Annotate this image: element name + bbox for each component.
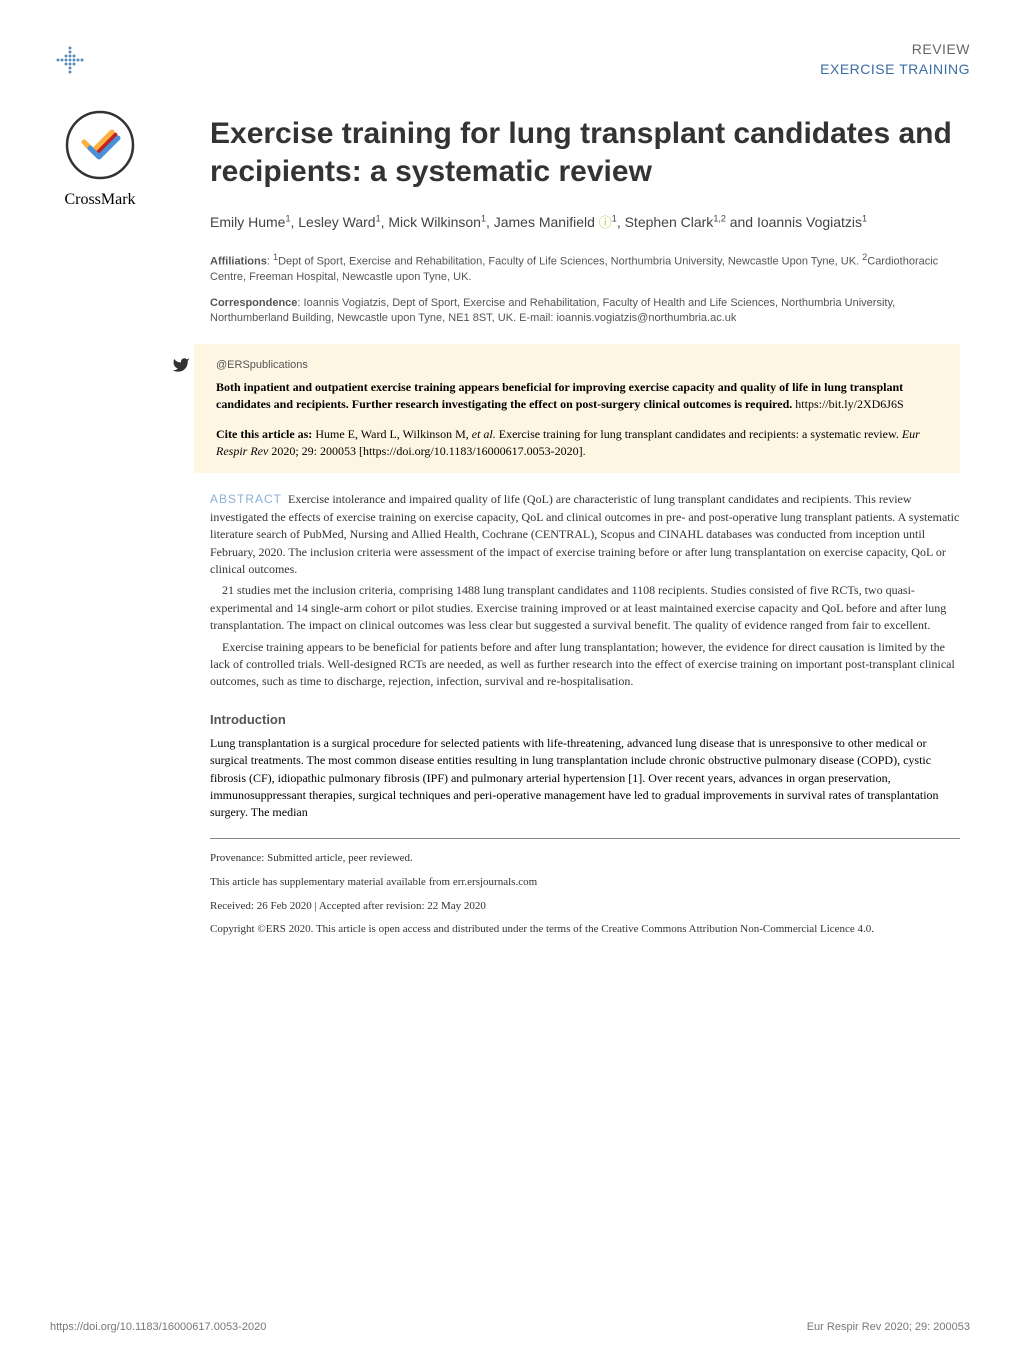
abstract: ABSTRACT Exercise intolerance and impair… <box>210 491 960 690</box>
crossmark-icon <box>65 110 135 180</box>
page-header: REVIEW EXERCISE TRAINING <box>50 40 970 80</box>
cite-as: Cite this article as: Hume E, Ward L, Wi… <box>216 426 944 460</box>
correspondence: Correspondence: Ioannis Vogiatzis, Dept … <box>210 296 960 326</box>
abstract-p2: 21 studies met the inclusion criteria, c… <box>210 582 960 634</box>
footnote-dates: Received: 26 Feb 2020 | Accepted after r… <box>210 899 960 914</box>
intro-body: Lung transplantation is a surgical proce… <box>210 735 960 822</box>
twitter-icon <box>172 356 190 381</box>
abstract-label: ABSTRACT <box>210 492 282 506</box>
authors-line: Emily Hume1, Lesley Ward1, Mick Wilkinso… <box>210 212 960 233</box>
tweet-summary: Both inpatient and outpatient exercise t… <box>216 379 944 411</box>
abstract-p1: Exercise intolerance and impaired qualit… <box>210 492 959 576</box>
crossmark-badge[interactable]: CrossMark <box>50 110 150 211</box>
footnote-copyright: Copyright ©ERS 2020. This article is ope… <box>210 922 960 937</box>
footer-journal-ref: Eur Respir Rev 2020; 29: 200053 <box>807 1320 970 1335</box>
article-title: Exercise training for lung transplant ca… <box>210 115 960 190</box>
intro-heading: Introduction <box>210 711 960 729</box>
ers-handle: @ERSpublications <box>216 358 944 373</box>
crossmark-label: CrossMark <box>50 189 150 211</box>
footnote-supplementary: This article has supplementary material … <box>210 875 960 890</box>
abstract-p3: Exercise training appears to be benefici… <box>210 639 960 691</box>
header-topic: EXERCISE TRAINING <box>820 60 970 80</box>
main-content: Exercise training for lung transplant ca… <box>210 115 960 937</box>
highlight-block: @ERSpublications Both inpatient and outp… <box>194 344 960 473</box>
header-labels: REVIEW EXERCISE TRAINING <box>820 40 970 79</box>
page-footer: https://doi.org/10.1183/16000617.0053-20… <box>50 1320 970 1335</box>
footer-doi: https://doi.org/10.1183/16000617.0053-20… <box>50 1320 266 1335</box>
header-category: REVIEW <box>820 40 970 60</box>
ers-logo <box>50 40 90 80</box>
affiliations: Affiliations: 1Dept of Sport, Exercise a… <box>210 251 960 284</box>
footnotes-divider <box>210 838 960 839</box>
footnote-provenance: Provenance: Submitted article, peer revi… <box>210 851 960 866</box>
